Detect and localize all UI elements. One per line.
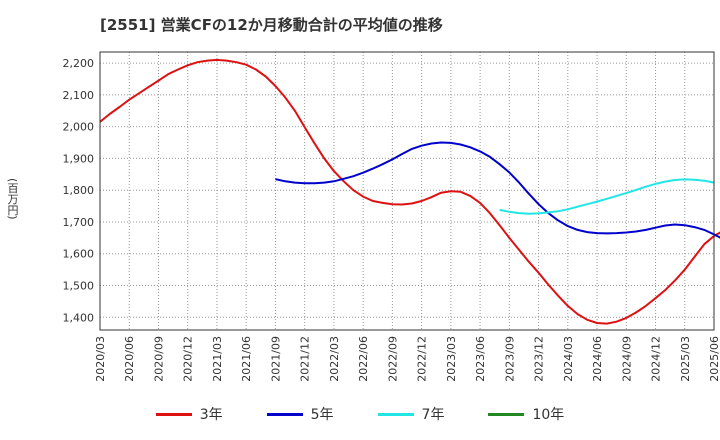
legend-label: 3年: [199, 407, 223, 423]
y-tick-label: 1,600: [63, 248, 95, 261]
y-tick-label: 1,700: [63, 216, 95, 229]
series-line-3年: [99, 58, 720, 325]
series-line-5年: [275, 141, 720, 239]
x-tick-label: 2022/09: [386, 336, 399, 382]
x-tick-label: 2024/12: [650, 336, 663, 382]
x-axis-ticks: 2020/03 2020/06 2020/09 2020/12 2021/03 2021/…: [94, 336, 720, 382]
x-tick-label: 2021/12: [299, 336, 312, 382]
x-tick-label: 2023/06: [474, 336, 487, 382]
chart-title: [2551] 営業CFの12か月移動合計の平均値の推移: [100, 16, 443, 34]
x-tick-label: 2021/09: [269, 336, 282, 382]
legend-swatch: [488, 412, 525, 416]
series-line-7年: [499, 178, 715, 215]
y-axis-unit-label: (百万円): [6, 178, 19, 220]
series-lines: [99, 58, 720, 325]
y-axis-ticks: 1,400 1,500 1,600 1,700 1,800 1,900 2,000 2,100…: [63, 57, 95, 324]
y-tick-label: 1,800: [63, 184, 95, 197]
plot-frame: [99, 51, 715, 331]
legend-item: 3年: [155, 404, 223, 424]
legend-item: 7年: [377, 404, 445, 424]
x-tick-label: 2023/03: [445, 336, 458, 382]
y-tick-label: 2,100: [63, 89, 95, 102]
x-tick-label: 2023/09: [503, 336, 516, 382]
x-tick-label: 2022/12: [416, 336, 429, 382]
legend-label: 7年: [421, 407, 445, 423]
x-tick-label: 2025/06: [708, 336, 720, 382]
legend-swatch: [266, 412, 303, 416]
x-tick-label: 2023/12: [533, 336, 546, 382]
x-tick-label: 2024/03: [562, 336, 575, 382]
y-tick-label: 1,400: [63, 311, 95, 324]
y-tick-label: 1,500: [63, 280, 95, 293]
grid-lines: [99, 52, 715, 330]
legend-swatch: [155, 412, 192, 416]
x-tick-label: 2022/03: [328, 336, 341, 382]
x-tick-label: 2025/03: [679, 336, 692, 382]
y-tick-label: 1,900: [63, 152, 95, 165]
x-tick-label: 2024/09: [620, 336, 633, 382]
legend-item: 5年: [266, 404, 334, 424]
legend-label: 10年: [532, 407, 565, 423]
x-tick-label: 2024/06: [591, 336, 604, 382]
legend-item: 10年: [488, 404, 564, 424]
legend: 3年 5年 7年 10年: [0, 404, 720, 424]
x-tick-label: 2020/03: [94, 336, 107, 382]
x-tick-label: 2021/06: [240, 336, 253, 382]
x-tick-label: 2020/06: [123, 336, 136, 382]
x-tick-label: 2021/03: [211, 336, 224, 382]
legend-swatch: [377, 412, 414, 416]
y-tick-label: 2,000: [63, 121, 95, 134]
x-tick-label: 2020/12: [182, 336, 195, 382]
x-tick-label: 2020/09: [152, 336, 165, 382]
x-tick-label: 2022/06: [357, 336, 370, 382]
y-tick-label: 2,200: [63, 57, 95, 70]
line-chart: 1,400 1,500 1,600 1,700 1,800 1,900 2,000 2,100…: [63, 51, 720, 382]
legend-label: 5年: [310, 407, 334, 423]
